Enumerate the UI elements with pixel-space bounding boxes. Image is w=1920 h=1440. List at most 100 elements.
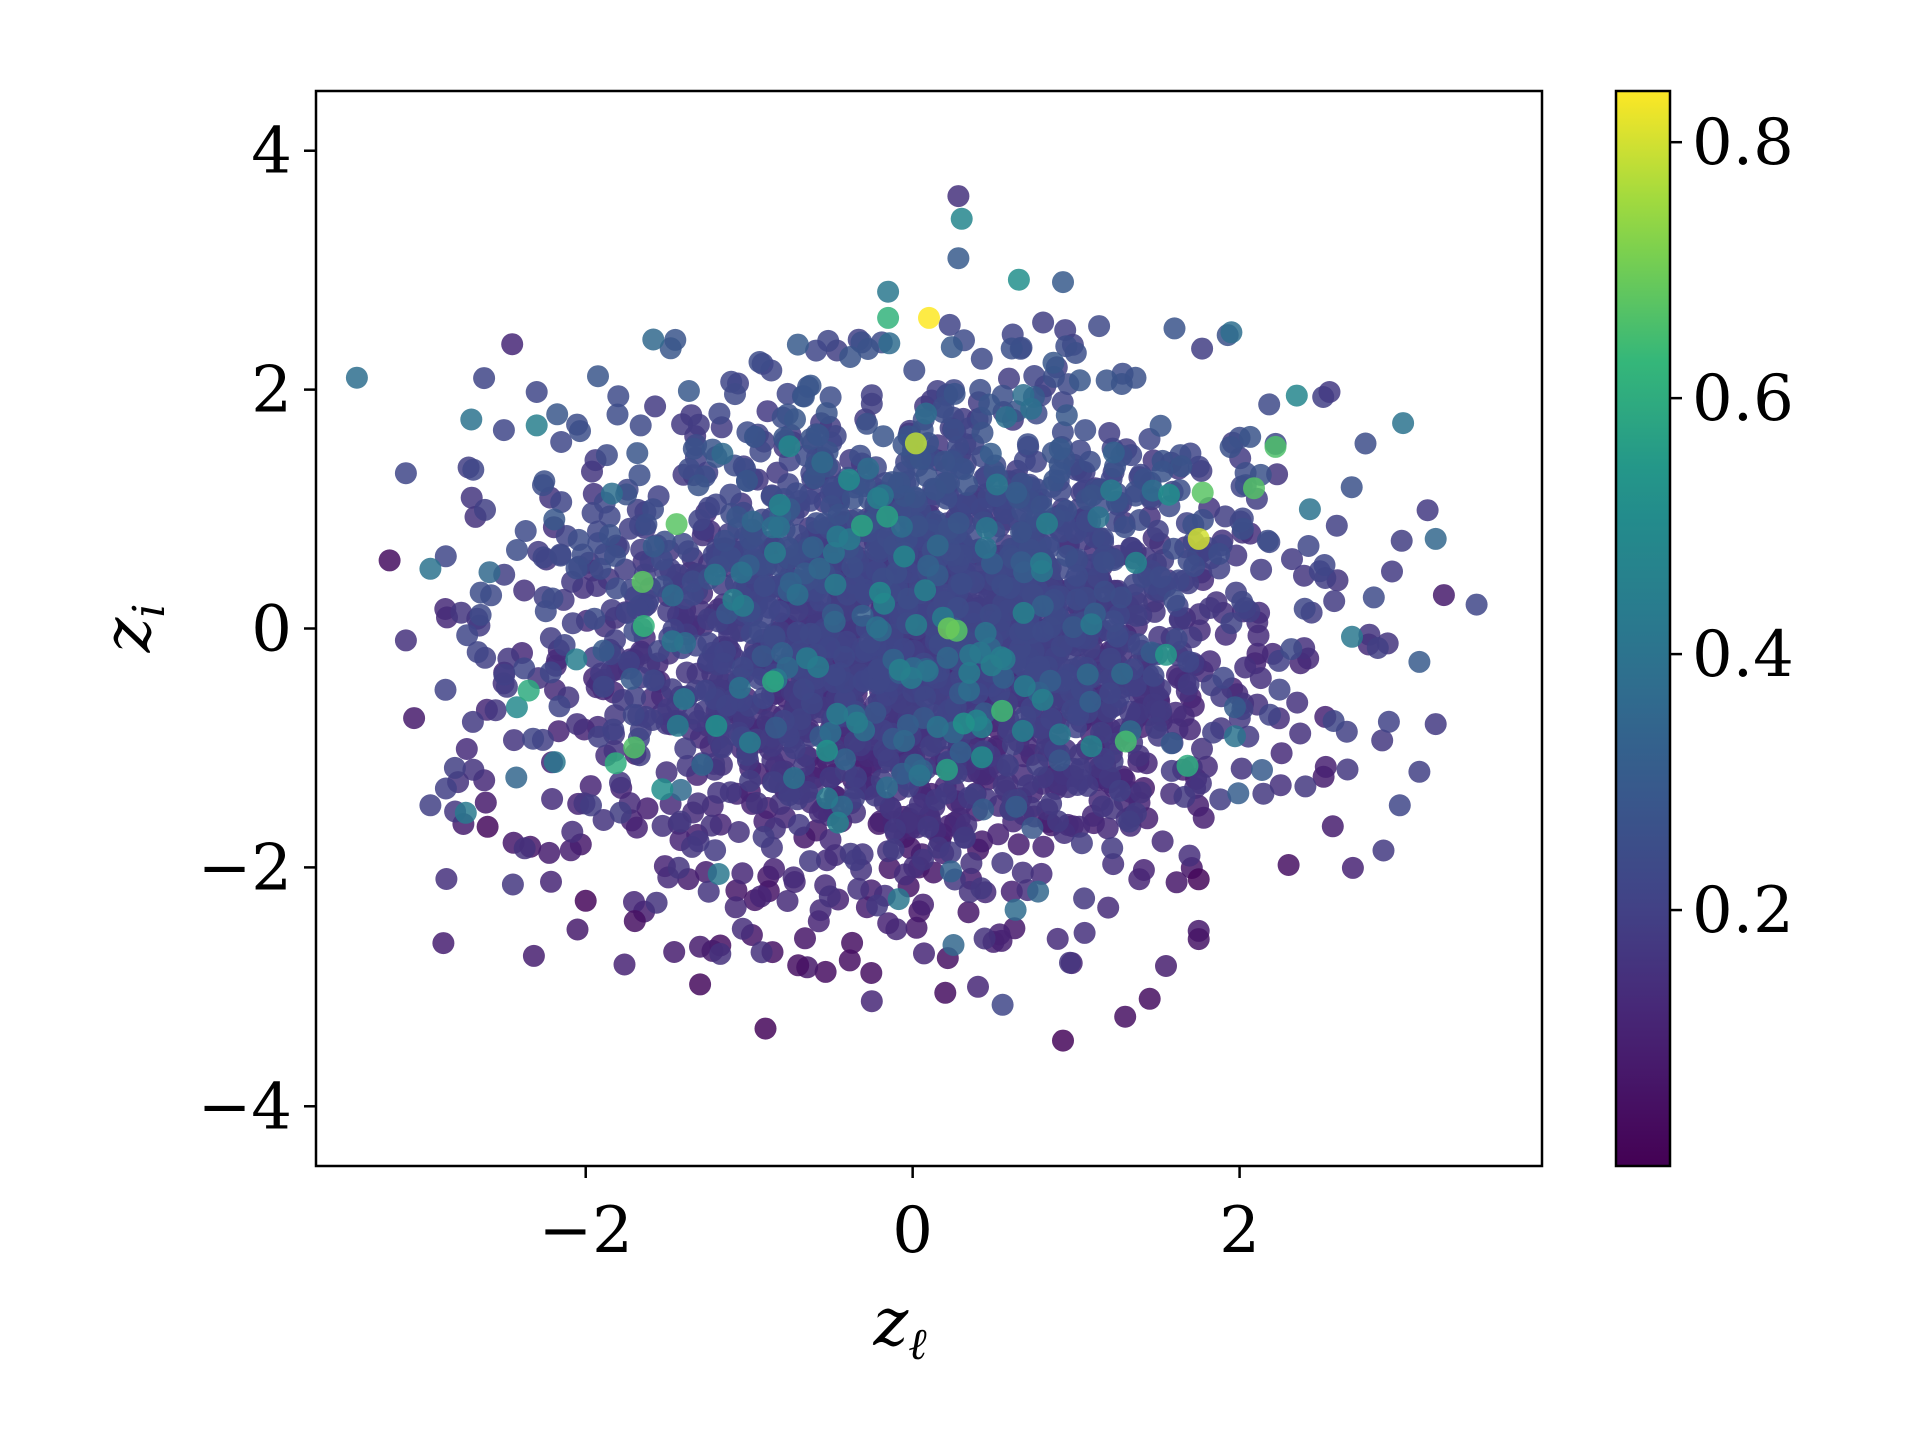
scatter-point [860, 962, 883, 984]
scatter-point [1070, 832, 1093, 855]
scatter-point [1219, 436, 1242, 459]
scatter-point [1074, 419, 1097, 442]
scatter-point [1231, 590, 1254, 613]
scatter-point [644, 395, 667, 418]
scatter-point [991, 699, 1014, 722]
scatter-point [974, 621, 997, 644]
scatter-point [677, 380, 700, 402]
scatter-point [1268, 678, 1291, 701]
scatter-point [1318, 381, 1341, 403]
scatter-point [960, 852, 983, 875]
scatter-point [378, 549, 401, 572]
scatter-point [1068, 369, 1091, 392]
scatter-point [914, 579, 937, 602]
scatter-point [914, 685, 937, 708]
scatter-point [460, 408, 483, 431]
scatter-point [565, 648, 588, 671]
scatter-point [958, 679, 980, 702]
scatter-point [461, 710, 484, 733]
scatter-point [665, 513, 688, 536]
scatter-point [434, 545, 457, 568]
scatter-point [711, 442, 734, 465]
scatter-point [1149, 566, 1172, 589]
scatter-point [605, 577, 628, 600]
scatter-point [1212, 666, 1235, 689]
scatter-point [967, 975, 989, 998]
scatter-point [731, 862, 754, 885]
scatter-point [476, 815, 499, 838]
scatter-point [1323, 590, 1346, 613]
scatter-point [752, 687, 775, 710]
scatter-point [645, 891, 668, 914]
scatter-point [816, 739, 838, 762]
scatter-point [838, 468, 860, 491]
scatter-point [1110, 586, 1133, 609]
scatter-point [673, 688, 695, 710]
scatter-point [1046, 927, 1069, 950]
colorbar-tick-label: 0.2 [1692, 874, 1794, 948]
scatter-point [719, 781, 742, 804]
scatter-point [469, 581, 492, 604]
scatter-point [620, 667, 643, 690]
scatter-point [589, 557, 612, 580]
scatter-point [1250, 558, 1273, 581]
scatter-point [1424, 713, 1447, 736]
scatter-point [728, 676, 751, 699]
scatter-point [1064, 342, 1087, 364]
scatter-point [592, 639, 615, 662]
scatter-point [1151, 830, 1174, 853]
scatter-point [947, 247, 970, 270]
scatter-point [970, 877, 993, 900]
scatter-point [1100, 479, 1123, 502]
scatter-point [888, 658, 911, 681]
scatter-point [505, 696, 528, 719]
scatter-point [1149, 414, 1172, 437]
scatter-point [541, 587, 564, 610]
scatter-point [1163, 589, 1186, 612]
scatter-point [1297, 535, 1320, 557]
scatter-point [1277, 854, 1300, 876]
scatter-point [736, 469, 758, 492]
scatter-point [1408, 650, 1431, 673]
scatter-point [1069, 757, 1092, 780]
scatter-point [913, 942, 935, 965]
scatter-point [466, 641, 489, 664]
scatter-point [975, 517, 998, 539]
scatter-point [952, 712, 975, 735]
scatter-point [1177, 650, 1200, 673]
scatter-point [474, 791, 497, 814]
scatter-point [1030, 552, 1053, 575]
scatter-point [546, 403, 569, 426]
scatter-point [1251, 759, 1273, 781]
scatter-point [501, 333, 524, 356]
scatter-point [887, 888, 910, 911]
scatter-point [585, 575, 608, 597]
scatter-point [1010, 521, 1033, 544]
scatter-point [1030, 862, 1053, 885]
scatter-point [1062, 616, 1085, 639]
y-axis-label-base: z [89, 616, 166, 653]
scatter-point [957, 901, 980, 924]
scatter-point [938, 313, 961, 336]
scatter-point [540, 870, 562, 893]
scatter-point [1020, 397, 1043, 420]
scatter-point [1155, 643, 1177, 666]
scatter-point [525, 414, 548, 437]
scatter-point [714, 640, 737, 663]
scatter-point [838, 949, 861, 972]
scatter-point [1239, 425, 1262, 448]
scatter-point [1183, 555, 1206, 577]
x-tick-label: −2 [539, 1194, 633, 1268]
scatter-point [1187, 527, 1210, 550]
scatter-point [642, 669, 665, 692]
scatter-point [786, 599, 809, 622]
scatter-point [880, 797, 902, 820]
scatter-point [623, 910, 646, 933]
scatter-point [1059, 951, 1081, 974]
scatter-point [1013, 675, 1036, 698]
scatter-point [942, 934, 965, 956]
x-axis-label-sub: ℓ [908, 1319, 927, 1370]
scatter-point [753, 575, 776, 597]
scatter-point [1000, 337, 1023, 360]
scatter-point [908, 764, 931, 787]
